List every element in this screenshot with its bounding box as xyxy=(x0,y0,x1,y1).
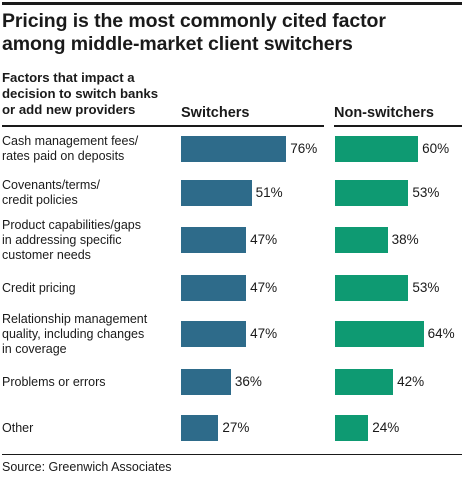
category-label-product-capabilities: Product capabilities/gaps in addressing s… xyxy=(2,218,174,263)
chart-title-line-2: among middle-market client switchers xyxy=(2,33,353,55)
switchers-value-problems-errors: 36% xyxy=(234,374,262,389)
category-label-line: Covenants/terms/ xyxy=(2,178,100,192)
chart-title-line-1: Pricing is the most commonly cited facto… xyxy=(2,10,386,32)
category-label-line: Product capabilities/gaps xyxy=(2,217,141,232)
factors-header-line-3: or add new providers xyxy=(2,102,136,117)
non-switchers-bar-covenants xyxy=(335,180,409,206)
category-label-line: Other xyxy=(2,420,34,435)
category-label-credit-pricing: Credit pricing xyxy=(2,281,174,296)
non-switchers-value-problems-errors: 42% xyxy=(397,374,425,389)
switchers-bar-cash-management xyxy=(181,136,287,162)
switchers-bar-problems-errors xyxy=(181,369,231,395)
switchers-bar-relationship-management xyxy=(181,321,247,347)
non-switchers-bar-relationship-management xyxy=(335,321,424,347)
bottom-rule xyxy=(2,454,462,455)
factors-header-line-1: Factors that impact a xyxy=(2,70,135,85)
header-rule-left xyxy=(2,125,324,127)
category-label-line: Cash management fees/ xyxy=(2,134,139,148)
non-switchers-bar-credit-pricing xyxy=(335,275,409,301)
header-rule-right xyxy=(334,125,462,127)
top-rule xyxy=(2,2,462,5)
category-label-line: in coverage xyxy=(2,341,67,356)
switchers-value-product-capabilities: 47% xyxy=(250,232,278,247)
non-switchers-value-credit-pricing: 53% xyxy=(412,280,440,295)
non-switchers-value-relationship-management: 64% xyxy=(427,326,455,341)
category-label-other: Other xyxy=(2,421,174,436)
non-switchers-value-product-capabilities: 38% xyxy=(391,232,419,247)
switchers-bar-credit-pricing xyxy=(181,275,247,301)
non-switchers-column-header: Non-switchers xyxy=(334,105,434,121)
switchers-value-relationship-management: 47% xyxy=(250,326,278,341)
chart-title: Pricing is the most commonly cited facto… xyxy=(2,10,462,56)
non-switchers-bar-problems-errors xyxy=(335,369,394,395)
category-label-covenants: Covenants/terms/credit policies xyxy=(2,178,174,208)
switchers-bar-product-capabilities xyxy=(181,227,247,253)
switchers-value-cash-management: 76% xyxy=(290,141,318,156)
category-label-line: Credit pricing xyxy=(2,280,76,295)
non-switchers-bar-cash-management xyxy=(335,136,419,162)
category-label-line: Problems or errors xyxy=(2,374,106,389)
category-label-line: Relationship management xyxy=(2,311,148,326)
switchers-bar-other xyxy=(181,415,219,441)
category-label-line: rates paid on deposits xyxy=(2,149,125,163)
switchers-value-covenants: 51% xyxy=(255,185,283,200)
category-label-relationship-management: Relationship management quality, includin… xyxy=(2,312,174,357)
non-switchers-value-other: 24% xyxy=(372,420,400,435)
source-note: Source: Greenwich Associates xyxy=(2,460,172,474)
category-label-problems-errors: Problems or errors xyxy=(2,375,174,390)
switchers-bar-covenants xyxy=(181,180,252,206)
category-label-line: in addressing specific xyxy=(2,232,122,247)
non-switchers-bar-product-capabilities xyxy=(335,227,388,253)
non-switchers-value-cash-management: 60% xyxy=(422,141,450,156)
non-switchers-value-covenants: 53% xyxy=(412,185,440,200)
switchers-value-credit-pricing: 47% xyxy=(250,280,278,295)
switchers-value-other: 27% xyxy=(222,420,250,435)
switchers-column-header: Switchers xyxy=(181,105,250,121)
category-label-cash-management: Cash management fees/rates paid on depos… xyxy=(2,134,174,164)
category-label-line: customer needs xyxy=(2,247,91,262)
non-switchers-bar-other xyxy=(335,415,369,441)
category-label-line: quality, including changes xyxy=(2,326,145,341)
factors-header-line-2: decision to switch banks xyxy=(2,86,159,101)
factors-header: Factors that impact a decision to switch… xyxy=(2,70,172,118)
category-label-line: credit policies xyxy=(2,193,78,207)
